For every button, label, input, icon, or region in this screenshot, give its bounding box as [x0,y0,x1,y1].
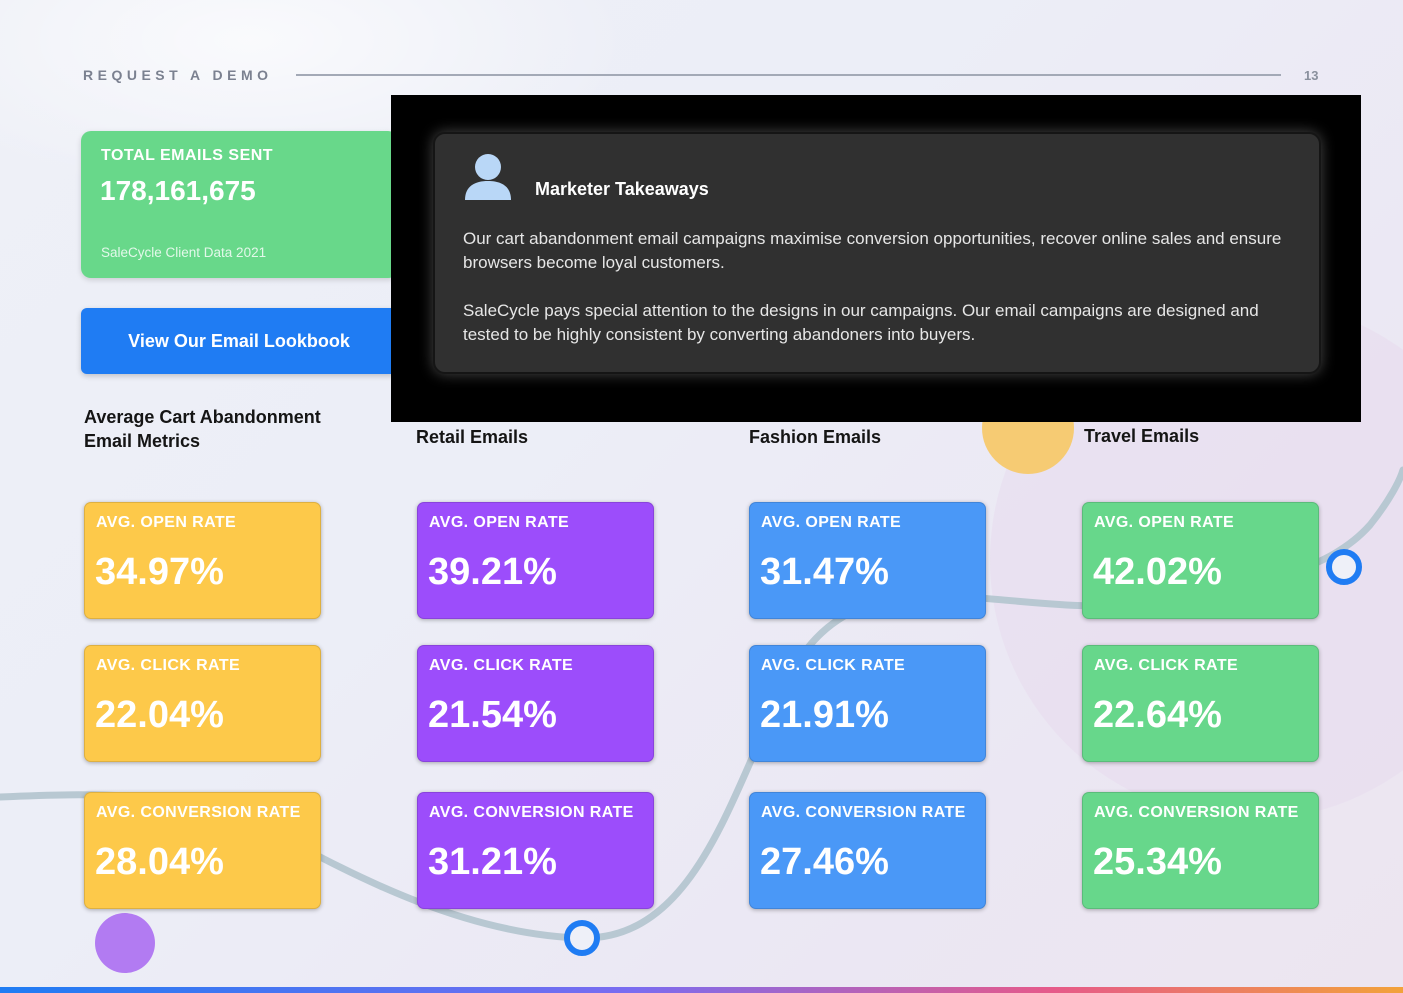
page-number: 13 [1304,68,1319,83]
metric-label: AVG. CONVERSION RATE [429,804,634,821]
bottom-gradient-bar [0,987,1403,993]
marketer-takeaways-panel: Marketer Takeaways Our cart abandonment … [391,95,1361,422]
metric-label: AVG. CLICK RATE [96,657,241,674]
average-open-rate-card: AVG. OPEN RATE 34.97% [84,502,321,619]
user-icon [465,154,511,200]
metric-label: AVG. OPEN RATE [96,514,237,531]
retail-open-rate-card: AVG. OPEN RATE 39.21% [417,502,654,619]
retail-conversion-rate-card: AVG. CONVERSION RATE 31.21% [417,792,654,909]
fashion-click-rate-card: AVG. CLICK RATE 21.91% [749,645,986,762]
metric-value: 42.02% [1093,551,1222,593]
total-emails-source: SaleCycle Client Data 2021 [101,245,267,260]
metric-value: 34.97% [95,551,224,593]
marketer-takeaways-box: Marketer Takeaways Our cart abandonment … [433,132,1321,374]
takeaways-paragraph-1: Our cart abandonment email campaigns max… [463,229,1282,272]
metric-label: AVG. OPEN RATE [1094,514,1235,531]
total-emails-card: TOTAL EMAILS SENT 178,161,675 SaleCycle … [81,131,398,278]
blue-ring-right [1326,549,1362,585]
metric-value: 31.47% [760,551,889,593]
metric-value: 31.21% [428,841,557,883]
takeaways-paragraph-2: SaleCycle pays special attention to the … [463,301,1259,344]
total-emails-title: TOTAL EMAILS SENT [101,147,274,164]
purple-dot [95,913,155,973]
fashion-open-rate-card: AVG. OPEN RATE 31.47% [749,502,986,619]
metric-value: 28.04% [95,841,224,883]
travel-emails-heading: Travel Emails [1084,426,1200,446]
metric-label: AVG. OPEN RATE [761,514,902,531]
header-divider [296,74,1281,76]
metric-value: 21.54% [428,694,557,736]
blue-ring-bottom [564,920,600,956]
travel-open-rate-card: AVG. OPEN RATE 42.02% [1082,502,1319,619]
metric-label: AVG. OPEN RATE [429,514,570,531]
travel-click-rate-card: AVG. CLICK RATE 22.64% [1082,645,1319,762]
metric-label: AVG. CONVERSION RATE [96,804,301,821]
metric-value: 22.64% [1093,694,1222,736]
average-click-rate-card: AVG. CLICK RATE 22.04% [84,645,321,762]
travel-conversion-rate-card: AVG. CONVERSION RATE 25.34% [1082,792,1319,909]
fashion-conversion-rate-card: AVG. CONVERSION RATE 27.46% [749,792,986,909]
metric-value: 27.46% [760,841,889,883]
metric-value: 25.34% [1093,841,1222,883]
metric-value: 22.04% [95,694,224,736]
metric-value: 39.21% [428,551,557,593]
retail-emails-heading: Retail Emails [416,427,529,447]
metric-label: AVG. CLICK RATE [761,657,906,674]
average-conversion-rate-card: AVG. CONVERSION RATE 28.04% [84,792,321,909]
metrics-section-heading: Average Cart Abandonment Email Metrics [84,407,321,451]
metric-label: AVG. CONVERSION RATE [1094,804,1299,821]
takeaways-title: Marketer Takeaways [535,179,709,199]
fashion-emails-heading: Fashion Emails [749,427,882,447]
request-demo-label[interactable]: REQUEST A DEMO [83,67,273,83]
metric-label: AVG. CONVERSION RATE [761,804,966,821]
view-email-lookbook-button[interactable]: View Our Email Lookbook [81,308,397,374]
metric-value: 21.91% [760,694,889,736]
metric-label: AVG. CLICK RATE [429,657,574,674]
metric-label: AVG. CLICK RATE [1094,657,1239,674]
total-emails-value: 178,161,675 [100,175,256,206]
retail-click-rate-card: AVG. CLICK RATE 21.54% [417,645,654,762]
